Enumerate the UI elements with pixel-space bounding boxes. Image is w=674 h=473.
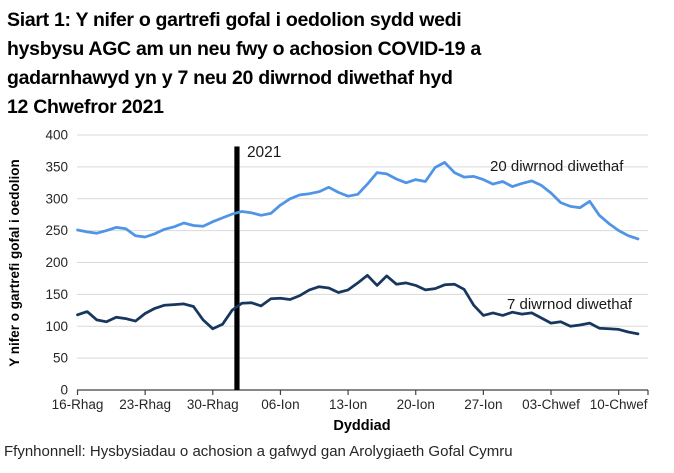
series-line-20day <box>76 161 640 241</box>
x-tick-label: 06-Ion <box>261 397 299 412</box>
chart-title: Siart 1: Y nifer o gartrefi gofal i oedo… <box>7 6 481 122</box>
x-tick-label: 23-Rhag <box>119 397 171 412</box>
y-tick-label: 300 <box>45 191 68 206</box>
y-tick-label: 50 <box>53 351 68 366</box>
y-tick-label: 100 <box>45 319 68 334</box>
chart-title-line: hysbysu AGC am un neu fwy o achosion COV… <box>7 38 481 60</box>
x-axis-title: Dyddiad <box>333 418 390 434</box>
y-axis-title: Y nifer o gartrefi gofal i oedolion <box>7 159 22 367</box>
y-tick-label: 350 <box>45 159 68 174</box>
x-tick-label: 16-Rhag <box>52 397 104 412</box>
chart-title-line: 12 Chwefror 2021 <box>7 96 164 118</box>
x-tick-label: 10-Chwef <box>590 397 648 412</box>
y-tick-label: 200 <box>45 255 68 270</box>
chart-title-line: Siart 1: Y nifer o gartrefi gofal i oedo… <box>7 9 462 31</box>
year-label: 2021 <box>247 144 281 161</box>
x-tick-label: 13-Ion <box>329 397 367 412</box>
y-tick-label: 150 <box>45 287 68 302</box>
year-divider-bar <box>234 146 240 390</box>
series-line-7day <box>76 273 640 336</box>
x-tick-label: 27-Ion <box>464 397 502 412</box>
x-tick-label: 03-Chwef <box>522 397 580 412</box>
source-note: Ffynhonnell: Hysbysiadau o achosion a ga… <box>4 443 513 460</box>
chart-title-line: gadarnhawyd yn y 7 neu 20 diwrnod diweth… <box>7 67 453 89</box>
y-tick-label: 0 <box>60 383 68 398</box>
series-label-7day: 7 diwrnod diwethaf <box>507 296 633 313</box>
y-tick-label: 400 <box>45 128 68 143</box>
x-tick-label: 20-Ion <box>397 397 435 412</box>
series-label-20day: 20 diwrnod diwethaf <box>490 158 624 175</box>
y-tick-label: 250 <box>45 223 68 238</box>
x-tick-label: 30-Rhag <box>187 397 239 412</box>
